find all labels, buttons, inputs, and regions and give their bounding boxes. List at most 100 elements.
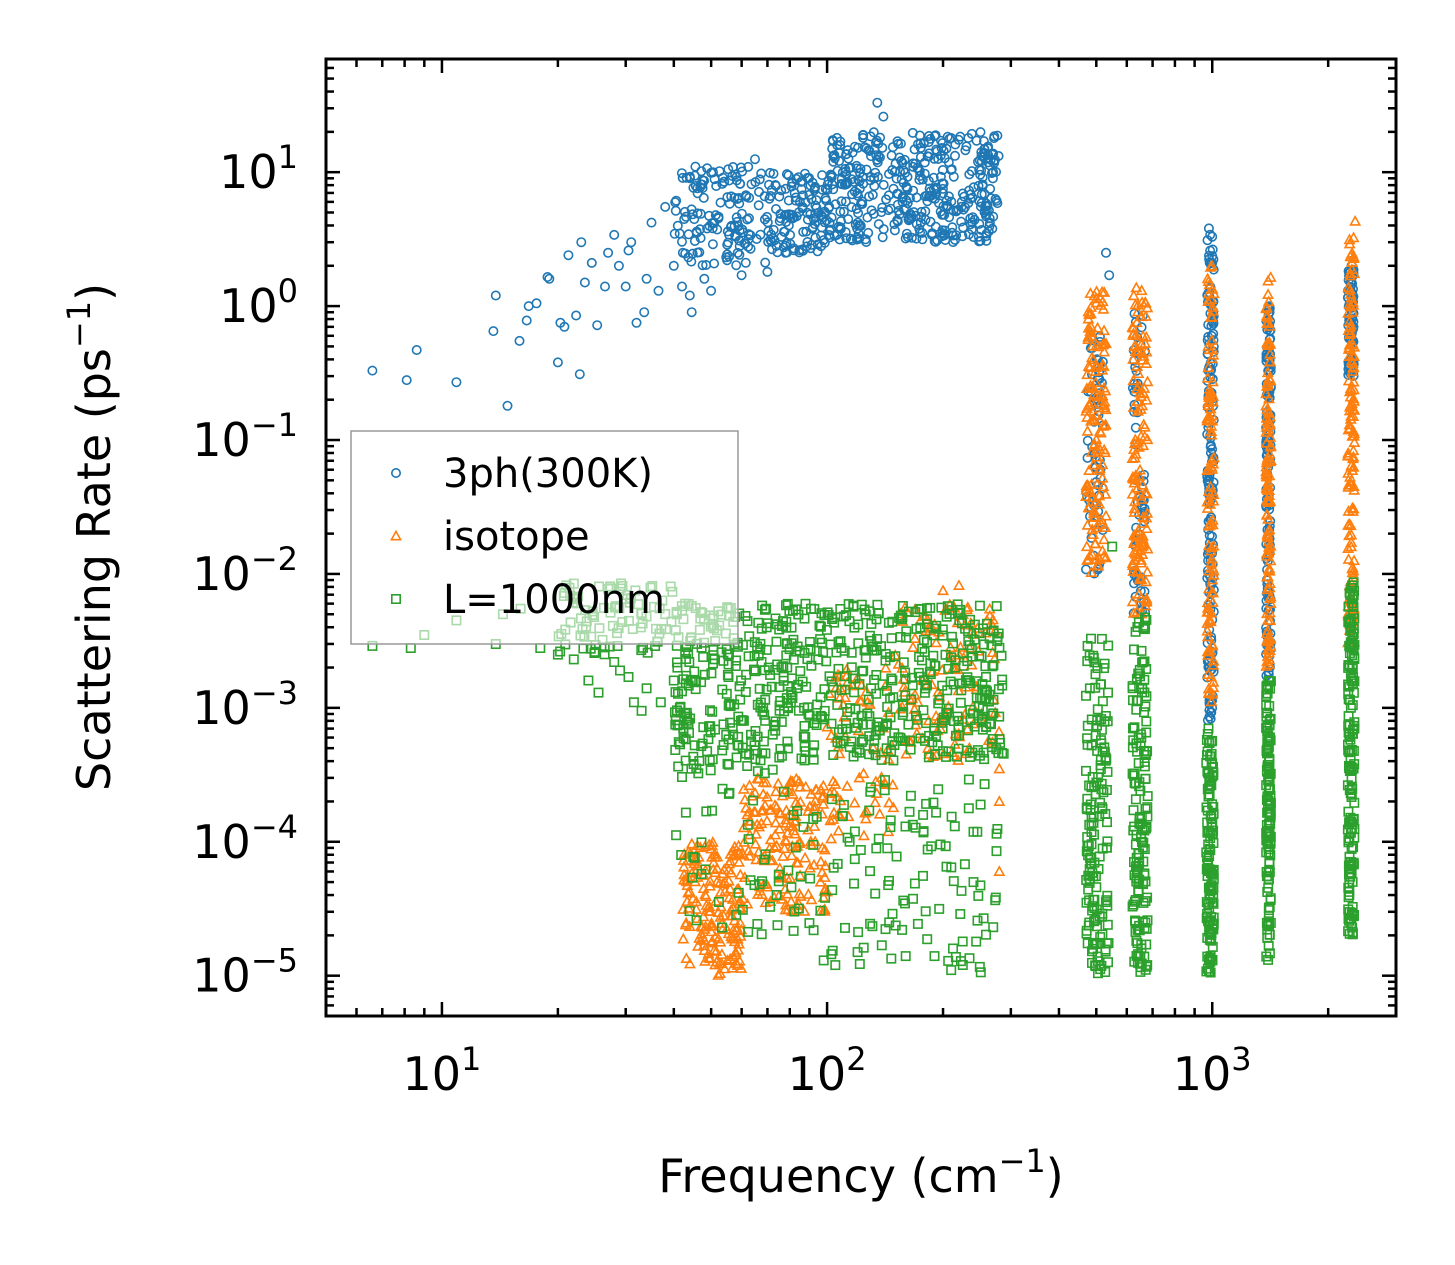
square-point xyxy=(766,681,777,692)
triangle-point xyxy=(816,841,829,853)
circle-point xyxy=(992,198,1003,209)
triangle-point xyxy=(728,840,741,852)
square-point xyxy=(918,827,929,838)
triangle-point xyxy=(1098,286,1111,297)
circle-point xyxy=(671,195,682,206)
triangle-point xyxy=(1136,517,1149,528)
circle-point xyxy=(749,154,760,165)
square-point xyxy=(762,618,773,629)
triangle-point xyxy=(1129,447,1142,459)
circle-point xyxy=(592,320,603,331)
square-point xyxy=(1140,896,1151,907)
triangle-point xyxy=(873,807,886,819)
circle-point xyxy=(780,240,791,251)
square-point xyxy=(1262,743,1273,754)
triangle-point xyxy=(1141,542,1154,554)
square-point xyxy=(782,638,793,649)
circle-point xyxy=(686,307,697,318)
square-point xyxy=(968,877,979,888)
square-point xyxy=(988,708,999,719)
square-point xyxy=(752,918,763,929)
square-point xyxy=(853,927,864,938)
triangle-point xyxy=(709,866,722,878)
triangle-point xyxy=(710,945,723,956)
square-point xyxy=(811,645,822,656)
square-point xyxy=(1089,937,1100,948)
square-point xyxy=(1096,633,1107,644)
square-point xyxy=(849,854,860,865)
circle-point xyxy=(894,152,905,163)
circle-point xyxy=(717,178,728,189)
square-point xyxy=(1132,924,1143,935)
circle-point xyxy=(981,228,992,239)
circle-point xyxy=(727,171,738,182)
circle-point xyxy=(847,189,858,200)
circle-point xyxy=(973,180,984,191)
square-point xyxy=(826,676,837,687)
triangle-point xyxy=(1084,301,1097,312)
circle-point xyxy=(698,192,709,203)
square-point xyxy=(1141,716,1152,727)
square-point xyxy=(896,614,907,625)
triangle-point xyxy=(698,922,711,934)
triangle-point xyxy=(1099,488,1112,499)
square-point xyxy=(1347,598,1358,609)
square-point xyxy=(959,859,970,870)
square-point xyxy=(931,807,942,818)
triangle-point xyxy=(1096,544,1109,556)
square-point xyxy=(765,669,776,680)
square-point xyxy=(979,779,990,790)
triangle-point xyxy=(1261,529,1274,541)
square-point xyxy=(599,649,610,660)
square-point xyxy=(623,671,634,682)
circle-point xyxy=(690,181,701,192)
triangle-point xyxy=(1207,457,1220,469)
triangle-point xyxy=(1141,565,1154,577)
square-point xyxy=(1085,799,1096,810)
triangle-point xyxy=(1260,426,1273,437)
square-point xyxy=(795,666,806,677)
circle-point xyxy=(845,233,856,244)
square-point xyxy=(921,637,932,648)
square-point xyxy=(1349,585,1360,596)
square-point xyxy=(1091,777,1102,788)
circle-point xyxy=(810,208,821,219)
circle-point xyxy=(899,154,910,165)
triangle-point xyxy=(1260,481,1273,493)
square-point xyxy=(802,654,813,665)
square-point xyxy=(1263,773,1274,784)
circle-point xyxy=(1101,247,1112,258)
circle-point xyxy=(697,260,708,271)
square-point xyxy=(800,746,811,757)
square-point xyxy=(855,844,866,855)
triangle-point xyxy=(784,872,797,883)
square-point xyxy=(897,924,908,935)
square-point xyxy=(1103,640,1114,651)
triangle-point xyxy=(785,849,798,861)
triangle-point xyxy=(691,912,704,924)
circle-point xyxy=(941,195,952,206)
triangle-point xyxy=(753,880,766,892)
triangle-point xyxy=(1127,401,1140,412)
circle-point xyxy=(887,142,898,153)
square-point xyxy=(1264,929,1275,940)
triangle-point xyxy=(819,859,832,871)
circle-point xyxy=(854,176,865,187)
triangle-point xyxy=(942,700,955,712)
square-point xyxy=(1262,688,1273,699)
square-point xyxy=(778,786,789,797)
square-point xyxy=(774,752,785,763)
square-point xyxy=(1343,711,1354,722)
triangle-point xyxy=(1207,675,1220,687)
square-point xyxy=(1082,739,1093,750)
triangle-point xyxy=(1263,355,1276,367)
triangle-point xyxy=(1091,559,1104,571)
circle-point xyxy=(878,224,889,235)
square-point xyxy=(879,775,890,786)
circle-point xyxy=(925,216,936,227)
circle-point xyxy=(853,208,864,219)
triangle-point xyxy=(1262,570,1275,582)
circle-point xyxy=(731,260,742,271)
square-point xyxy=(925,602,936,613)
triangle-point xyxy=(930,709,943,721)
